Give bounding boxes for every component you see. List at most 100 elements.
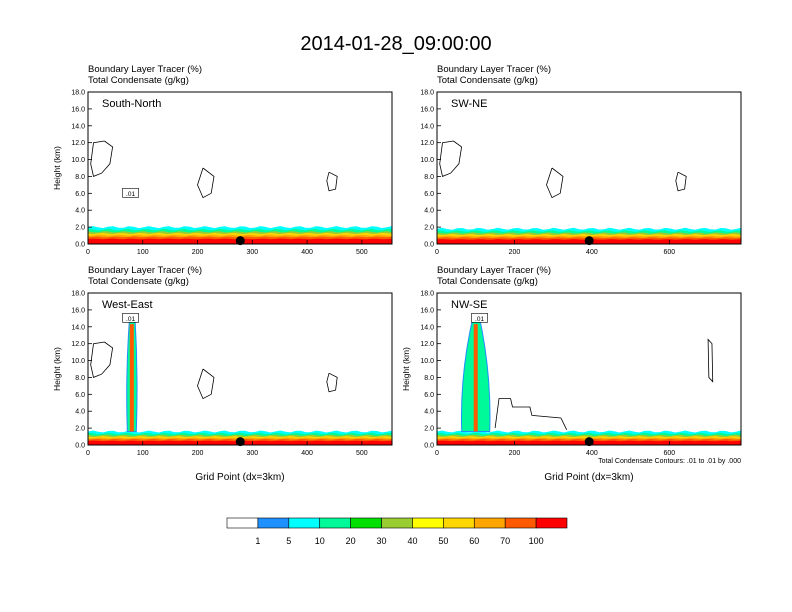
y-tick-label: 12.0	[71, 140, 85, 147]
y-tick-label: 6.0	[424, 392, 434, 399]
panel-name: SW-NE	[451, 98, 487, 110]
contour-note: Total Condensate Contours: .01 to .01 by…	[598, 458, 741, 465]
plume-core-0	[129, 324, 134, 432]
x-axis-label: Grid Point (dx=3km)	[544, 472, 633, 483]
panel-1: Boundary Layer Tracer (%)Total Condensat…	[420, 64, 742, 256]
y-tick-label: 18.0	[420, 291, 434, 298]
y-tick-label: 14.0	[71, 324, 85, 331]
plot-area	[437, 92, 741, 244]
y-tick-label: 8.0	[75, 174, 85, 181]
y-tick-label: 12.0	[420, 140, 434, 147]
colorbar-label: 60	[469, 536, 479, 546]
colorbar-label: 5	[286, 536, 291, 546]
x-tick-label: 0	[435, 450, 439, 457]
location-marker	[235, 236, 245, 246]
y-tick-label: 16.0	[420, 307, 434, 314]
plot-area	[88, 92, 392, 244]
y-tick-label: 8.0	[424, 375, 434, 382]
colorbar-swatch-9	[504, 517, 537, 529]
panel-name: West-East	[102, 299, 153, 311]
y-tick-label: 14.0	[420, 324, 434, 331]
panel-2: Boundary Layer Tracer (%)Total Condensat…	[52, 265, 393, 483]
y-tick-label: 8.0	[75, 375, 85, 382]
panel-name: South-North	[102, 98, 161, 110]
colorbar: 1 5 10 20 30 40 50 60 70 100	[226, 517, 568, 546]
y-tick-label: 10.0	[420, 157, 434, 164]
x-tick-label: 200	[192, 450, 204, 457]
y-tick-label: 16.0	[71, 307, 85, 314]
x-tick-label: 100	[137, 249, 149, 256]
colorbar-swatch-8	[473, 517, 506, 529]
x-tick-label: 0	[435, 249, 439, 256]
y-tick-label: 10.0	[420, 358, 434, 365]
contour-label: .01	[126, 316, 135, 323]
contour-label-box	[471, 313, 488, 323]
panel-label-bottom: Total Condensate (g/kg)	[437, 276, 538, 287]
x-tick-label: 400	[301, 249, 313, 256]
colorbar-label: 30	[377, 536, 387, 546]
x-tick-label: 600	[664, 450, 676, 457]
y-tick-label: 10.0	[71, 358, 85, 365]
y-tick-label: 12.0	[420, 341, 434, 348]
colorbar-swatch-1	[257, 517, 290, 529]
x-tick-label: 600	[664, 249, 676, 256]
x-tick-label: 100	[137, 450, 149, 457]
panel-label-bottom: Total Condensate (g/kg)	[437, 75, 538, 86]
x-tick-label: 500	[356, 249, 368, 256]
colorbar-label: 70	[500, 536, 510, 546]
y-tick-label: 12.0	[71, 341, 85, 348]
plot-frame	[87, 91, 393, 245]
colorbar-label: 50	[438, 536, 448, 546]
location-marker	[584, 437, 594, 447]
colorbar-label: 40	[407, 536, 417, 546]
condensate-contour-2	[675, 171, 687, 192]
y-tick-label: 16.0	[71, 106, 85, 113]
plot-frame	[436, 91, 742, 245]
y-tick-label: 0.0	[75, 242, 85, 249]
colorbar-swatch-4	[350, 517, 382, 529]
panel-label-bottom: Total Condensate (g/kg)	[88, 75, 189, 86]
plume-core-0	[473, 324, 478, 432]
colorbar-swatch-0	[226, 517, 259, 529]
condensate-contour-1	[197, 368, 215, 400]
panel-0: Boundary Layer Tracer (%)Total Condensat…	[52, 64, 393, 256]
panel-label-top: Boundary Layer Tracer (%)	[437, 64, 551, 75]
y-tick-label: 2.0	[75, 426, 85, 433]
y-tick-label: 10.0	[71, 157, 85, 164]
condensate-contour-2	[326, 171, 338, 192]
colorbar-swatch-2	[288, 517, 321, 529]
x-tick-label: 200	[509, 450, 521, 457]
y-tick-label: 0.0	[424, 242, 434, 249]
y-tick-label: 4.0	[424, 409, 434, 416]
y-tick-label: 14.0	[71, 123, 85, 130]
colorbar-label: 20	[346, 536, 356, 546]
y-tick-label: 18.0	[420, 90, 434, 97]
contour-label: .01	[126, 191, 135, 198]
x-tick-label: 400	[586, 450, 598, 457]
y-tick-label: 6.0	[75, 392, 85, 399]
condensate-contour-0	[494, 398, 568, 430]
colorbar-label: 10	[315, 536, 325, 546]
x-tick-label: 500	[356, 450, 368, 457]
y-axis-label: Height (km)	[52, 146, 62, 190]
condensate-contour-1	[546, 167, 564, 199]
panel-label-bottom: Total Condensate (g/kg)	[88, 276, 189, 287]
x-tick-label: 0	[86, 450, 90, 457]
y-axis-label: Height (km)	[401, 347, 411, 391]
y-tick-label: 18.0	[71, 291, 85, 298]
y-tick-label: 2.0	[75, 225, 85, 232]
y-tick-label: 6.0	[75, 191, 85, 198]
panels: Boundary Layer Tracer (%)Total Condensat…	[52, 64, 742, 483]
colorbar-label: 1	[255, 536, 260, 546]
panel-name: NW-SE	[451, 299, 487, 311]
x-tick-label: 200	[509, 249, 521, 256]
y-tick-label: 18.0	[71, 90, 85, 97]
plot-frame	[436, 292, 742, 446]
colorbar-swatch-6	[412, 517, 444, 529]
y-tick-label: 4.0	[424, 208, 434, 215]
location-marker	[235, 437, 245, 447]
y-axis-label: Height (km)	[52, 347, 62, 391]
colorbar-swatch-3	[319, 517, 351, 529]
y-tick-label: 14.0	[420, 123, 434, 130]
panel-label-top: Boundary Layer Tracer (%)	[437, 265, 551, 276]
